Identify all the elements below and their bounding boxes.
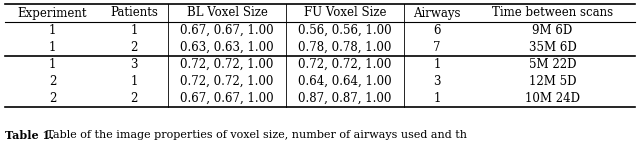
Text: 0.67, 0.67, 1.00: 0.67, 0.67, 1.00 [180, 92, 274, 105]
Text: 0.72, 0.72, 1.00: 0.72, 0.72, 1.00 [180, 75, 274, 88]
Text: 0.87, 0.87, 1.00: 0.87, 0.87, 1.00 [298, 92, 392, 105]
Text: 5M 22D: 5M 22D [529, 58, 576, 71]
Text: 7: 7 [433, 41, 441, 54]
Text: 9M 6D: 9M 6D [532, 24, 573, 37]
Text: 3: 3 [433, 75, 441, 88]
Text: 35M 6D: 35M 6D [529, 41, 577, 54]
Text: 2: 2 [49, 75, 56, 88]
Text: 2: 2 [131, 41, 138, 54]
Text: 1: 1 [49, 24, 56, 37]
Text: 6: 6 [433, 24, 441, 37]
Text: 2: 2 [49, 92, 56, 105]
Text: Patients: Patients [110, 6, 158, 20]
Text: Time between scans: Time between scans [492, 6, 613, 20]
Text: 1: 1 [433, 92, 441, 105]
Text: 0.78, 0.78, 1.00: 0.78, 0.78, 1.00 [298, 41, 392, 54]
Text: FU Voxel Size: FU Voxel Size [304, 6, 387, 20]
Text: 12M 5D: 12M 5D [529, 75, 576, 88]
Text: 1: 1 [49, 58, 56, 71]
Text: 0.63, 0.63, 1.00: 0.63, 0.63, 1.00 [180, 41, 274, 54]
Text: BL Voxel Size: BL Voxel Size [187, 6, 268, 20]
Text: Experiment: Experiment [18, 6, 87, 20]
Text: 0.67, 0.67, 1.00: 0.67, 0.67, 1.00 [180, 24, 274, 37]
Text: 1: 1 [131, 24, 138, 37]
Text: 1: 1 [49, 41, 56, 54]
Text: 0.56, 0.56, 1.00: 0.56, 0.56, 1.00 [298, 24, 392, 37]
Text: 0.72, 0.72, 1.00: 0.72, 0.72, 1.00 [298, 58, 392, 71]
Text: 0.64, 0.64, 1.00: 0.64, 0.64, 1.00 [298, 75, 392, 88]
Text: 1: 1 [131, 75, 138, 88]
Text: 10M 24D: 10M 24D [525, 92, 580, 105]
Text: 1: 1 [433, 58, 441, 71]
Text: Table 1.: Table 1. [5, 130, 54, 141]
Text: Airways: Airways [413, 6, 461, 20]
Text: 3: 3 [131, 58, 138, 71]
Text: Table of the image properties of voxel size, number of airways used and th: Table of the image properties of voxel s… [43, 130, 467, 140]
Text: 2: 2 [131, 92, 138, 105]
Text: 0.72, 0.72, 1.00: 0.72, 0.72, 1.00 [180, 58, 274, 71]
